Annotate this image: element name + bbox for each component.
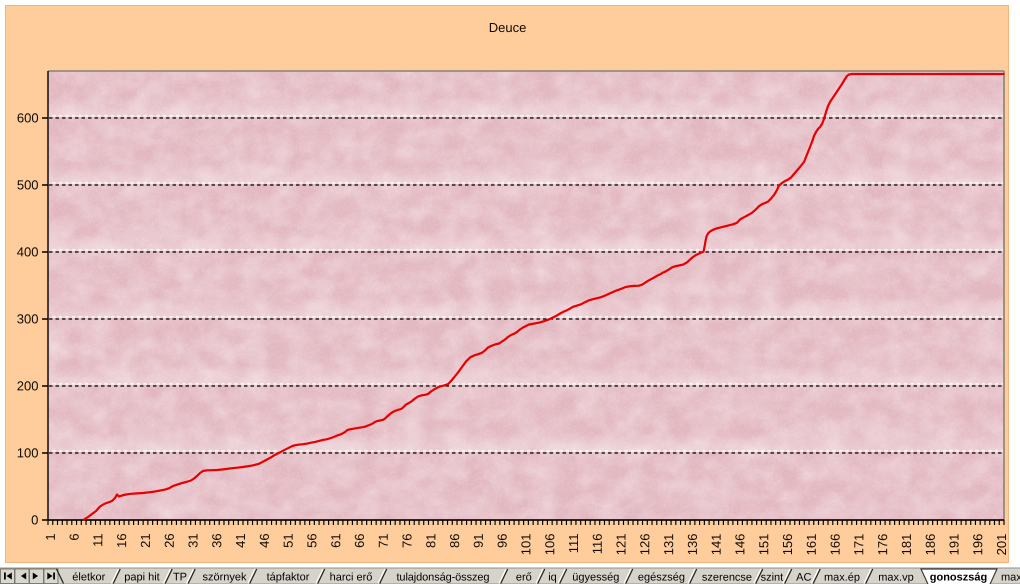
svg-text:126: 126 — [637, 534, 652, 556]
svg-text:életkor: életkor — [72, 571, 105, 583]
svg-text:Deuce: Deuce — [489, 20, 527, 35]
svg-text:200: 200 — [17, 378, 39, 393]
svg-text:1: 1 — [43, 533, 58, 540]
svg-text:171: 171 — [851, 534, 866, 556]
svg-text:26: 26 — [162, 533, 177, 547]
svg-text:36: 36 — [209, 533, 224, 547]
svg-text:tulajdonság-összeg: tulajdonság-összeg — [396, 571, 489, 583]
svg-text:106: 106 — [542, 534, 557, 556]
svg-text:500: 500 — [17, 177, 39, 192]
svg-text:max.vp: max.vp — [878, 572, 913, 584]
svg-text:600: 600 — [17, 110, 39, 125]
svg-text:111: 111 — [566, 534, 581, 554]
svg-text:146: 146 — [732, 534, 747, 556]
svg-text:176: 176 — [875, 534, 890, 556]
svg-text:TP: TP — [173, 571, 187, 583]
svg-text:61: 61 — [328, 533, 343, 547]
svg-text:86: 86 — [447, 533, 462, 547]
svg-text:76: 76 — [400, 533, 415, 547]
svg-text:szint: szint — [761, 572, 784, 584]
svg-text:116: 116 — [590, 534, 605, 555]
svg-text:ügyesség: ügyesség — [572, 572, 619, 584]
svg-text:31: 31 — [186, 533, 201, 547]
svg-text:300: 300 — [17, 311, 39, 326]
svg-text:196: 196 — [970, 534, 985, 556]
svg-text:141: 141 — [709, 534, 724, 556]
svg-text:egészség: egészség — [638, 572, 685, 584]
svg-text:166: 166 — [828, 534, 843, 556]
svg-text:96: 96 — [495, 533, 510, 547]
svg-text:71: 71 — [376, 533, 391, 547]
svg-text:46: 46 — [257, 533, 272, 547]
svg-text:11: 11 — [90, 533, 105, 547]
svg-text:16: 16 — [114, 533, 129, 547]
svg-text:erő: erő — [516, 572, 532, 584]
svg-text:41: 41 — [233, 533, 248, 547]
svg-text:101: 101 — [518, 534, 533, 556]
svg-text:max.ép: max.ép — [824, 572, 860, 584]
svg-text:6: 6 — [67, 533, 82, 540]
svg-text:szörnyek: szörnyek — [202, 571, 247, 583]
svg-text:186: 186 — [923, 534, 938, 556]
svg-text:161: 161 — [804, 534, 819, 556]
svg-text:51: 51 — [281, 533, 296, 547]
svg-text:max: max — [1001, 572, 1020, 584]
svg-text:harci erő: harci erő — [330, 571, 373, 583]
svg-text:AC: AC — [796, 572, 811, 584]
svg-text:181: 181 — [899, 534, 914, 556]
svg-text:56: 56 — [304, 533, 319, 547]
svg-text:91: 91 — [471, 533, 486, 547]
svg-text:156: 156 — [780, 534, 795, 556]
svg-text:tápfaktor: tápfaktor — [267, 571, 310, 583]
svg-text:81: 81 — [423, 533, 438, 547]
svg-text:0: 0 — [31, 512, 38, 527]
svg-text:136: 136 — [685, 534, 700, 556]
svg-text:gonoszság: gonoszság — [930, 571, 987, 583]
svg-text:400: 400 — [17, 244, 39, 259]
svg-text:papi hit: papi hit — [124, 571, 159, 583]
svg-text:201: 201 — [994, 534, 1009, 556]
svg-text:iq: iq — [548, 572, 557, 584]
svg-text:66: 66 — [352, 533, 367, 547]
svg-text:21: 21 — [138, 533, 153, 547]
svg-text:151: 151 — [756, 534, 771, 556]
svg-text:121: 121 — [614, 534, 629, 556]
svg-text:100: 100 — [17, 445, 39, 460]
svg-text:131: 131 — [661, 534, 676, 556]
svg-text:szerencse: szerencse — [702, 572, 752, 584]
svg-text:191: 191 — [947, 534, 962, 556]
